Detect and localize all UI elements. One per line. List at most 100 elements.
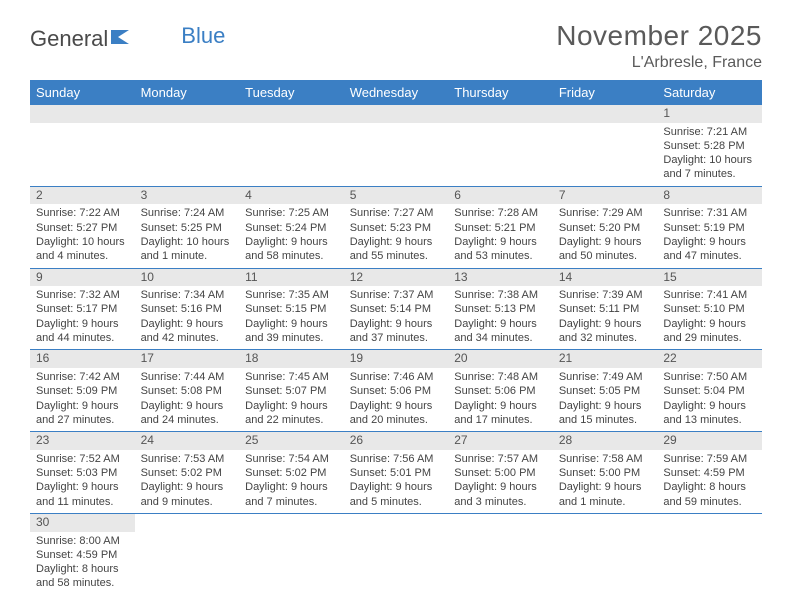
calendar-row: 16Sunrise: 7:42 AMSunset: 5:09 PMDayligh…: [30, 350, 762, 432]
day-cell: 15Sunrise: 7:41 AMSunset: 5:10 PMDayligh…: [657, 268, 762, 350]
day-line: Sunrise: 7:49 AM: [559, 370, 652, 384]
day-line: Sunset: 5:09 PM: [36, 384, 129, 398]
day-number: 16: [30, 350, 135, 368]
empty-cell: [344, 105, 449, 186]
weekday-header: Friday: [553, 80, 658, 105]
day-line: Sunrise: 7:50 AM: [663, 370, 756, 384]
day-number: 18: [239, 350, 344, 368]
day-line: Sunrise: 7:22 AM: [36, 206, 129, 220]
day-line: Sunrise: 7:57 AM: [454, 452, 547, 466]
day-number: 4: [239, 187, 344, 205]
day-cell: 8Sunrise: 7:31 AMSunset: 5:19 PMDaylight…: [657, 186, 762, 268]
day-cell: 25Sunrise: 7:54 AMSunset: 5:02 PMDayligh…: [239, 432, 344, 514]
day-details: Sunrise: 7:21 AMSunset: 5:28 PMDaylight:…: [657, 123, 762, 186]
day-details: Sunrise: 7:50 AMSunset: 5:04 PMDaylight:…: [657, 368, 762, 431]
day-details: Sunrise: 7:54 AMSunset: 5:02 PMDaylight:…: [239, 450, 344, 513]
day-line: Sunrise: 7:31 AM: [663, 206, 756, 220]
logo-text-1: General: [30, 26, 108, 52]
day-line: Sunrise: 7:58 AM: [559, 452, 652, 466]
day-details: Sunrise: 7:56 AMSunset: 5:01 PMDaylight:…: [344, 450, 449, 513]
day-line: Daylight: 9 hours and 47 minutes.: [663, 235, 756, 264]
day-details: Sunrise: 7:41 AMSunset: 5:10 PMDaylight:…: [657, 286, 762, 349]
day-line: Sunrise: 7:52 AM: [36, 452, 129, 466]
day-line: Sunset: 5:27 PM: [36, 221, 129, 235]
day-line: Sunset: 5:03 PM: [36, 466, 129, 480]
day-details: Sunrise: 7:37 AMSunset: 5:14 PMDaylight:…: [344, 286, 449, 349]
day-cell: 2Sunrise: 7:22 AMSunset: 5:27 PMDaylight…: [30, 186, 135, 268]
weekday-header: Thursday: [448, 80, 553, 105]
day-line: Daylight: 9 hours and 55 minutes.: [350, 235, 443, 264]
day-cell: 21Sunrise: 7:49 AMSunset: 5:05 PMDayligh…: [553, 350, 658, 432]
day-number: 8: [657, 187, 762, 205]
day-line: Daylight: 9 hours and 15 minutes.: [559, 399, 652, 428]
day-line: Sunset: 5:28 PM: [663, 139, 756, 153]
day-number: 30: [30, 514, 135, 532]
day-line: Daylight: 9 hours and 1 minute.: [559, 480, 652, 509]
day-number: 6: [448, 187, 553, 205]
day-details: Sunrise: 7:38 AMSunset: 5:13 PMDaylight:…: [448, 286, 553, 349]
empty-cell: [657, 513, 762, 594]
day-line: Sunrise: 7:37 AM: [350, 288, 443, 302]
day-number: 24: [135, 432, 240, 450]
day-line: Sunrise: 7:38 AM: [454, 288, 547, 302]
day-cell: 5Sunrise: 7:27 AMSunset: 5:23 PMDaylight…: [344, 186, 449, 268]
day-line: Daylight: 10 hours and 4 minutes.: [36, 235, 129, 264]
day-line: Daylight: 9 hours and 22 minutes.: [245, 399, 338, 428]
day-line: Daylight: 9 hours and 11 minutes.: [36, 480, 129, 509]
logo: General Blue: [30, 26, 225, 52]
day-line: Sunrise: 7:54 AM: [245, 452, 338, 466]
day-line: Sunset: 5:04 PM: [663, 384, 756, 398]
title-block: November 2025 L'Arbresle, France: [556, 20, 762, 72]
day-line: Daylight: 9 hours and 34 minutes.: [454, 317, 547, 346]
day-cell: 22Sunrise: 7:50 AMSunset: 5:04 PMDayligh…: [657, 350, 762, 432]
empty-cell: [239, 513, 344, 594]
day-line: Sunset: 5:15 PM: [245, 302, 338, 316]
day-number: 17: [135, 350, 240, 368]
day-number: 11: [239, 269, 344, 287]
calendar-row: 23Sunrise: 7:52 AMSunset: 5:03 PMDayligh…: [30, 432, 762, 514]
day-details: Sunrise: 7:46 AMSunset: 5:06 PMDaylight:…: [344, 368, 449, 431]
day-cell: 18Sunrise: 7:45 AMSunset: 5:07 PMDayligh…: [239, 350, 344, 432]
day-number: 19: [344, 350, 449, 368]
day-number: 28: [553, 432, 658, 450]
day-line: Sunrise: 7:34 AM: [141, 288, 234, 302]
day-line: Sunrise: 7:56 AM: [350, 452, 443, 466]
empty-cell: [344, 513, 449, 594]
day-number: 5: [344, 187, 449, 205]
day-line: Sunset: 4:59 PM: [36, 548, 129, 562]
day-line: Sunset: 5:19 PM: [663, 221, 756, 235]
day-line: Daylight: 9 hours and 17 minutes.: [454, 399, 547, 428]
day-details: Sunrise: 7:31 AMSunset: 5:19 PMDaylight:…: [657, 204, 762, 267]
day-line: Daylight: 9 hours and 50 minutes.: [559, 235, 652, 264]
day-number: 14: [553, 269, 658, 287]
day-details: Sunrise: 7:24 AMSunset: 5:25 PMDaylight:…: [135, 204, 240, 267]
day-details: Sunrise: 7:28 AMSunset: 5:21 PMDaylight:…: [448, 204, 553, 267]
day-line: Daylight: 9 hours and 37 minutes.: [350, 317, 443, 346]
day-number: 12: [344, 269, 449, 287]
day-number: 2: [30, 187, 135, 205]
day-line: Sunset: 5:14 PM: [350, 302, 443, 316]
day-cell: 11Sunrise: 7:35 AMSunset: 5:15 PMDayligh…: [239, 268, 344, 350]
day-line: Sunset: 5:08 PM: [141, 384, 234, 398]
empty-cell: [135, 513, 240, 594]
weekday-header: Tuesday: [239, 80, 344, 105]
empty-daynum: [448, 105, 553, 123]
day-cell: 19Sunrise: 7:46 AMSunset: 5:06 PMDayligh…: [344, 350, 449, 432]
day-number: 7: [553, 187, 658, 205]
empty-cell: [553, 105, 658, 186]
day-line: Sunset: 4:59 PM: [663, 466, 756, 480]
day-line: Sunset: 5:00 PM: [454, 466, 547, 480]
day-cell: 16Sunrise: 7:42 AMSunset: 5:09 PMDayligh…: [30, 350, 135, 432]
day-line: Sunrise: 7:53 AM: [141, 452, 234, 466]
day-line: Sunset: 5:17 PM: [36, 302, 129, 316]
day-line: Sunrise: 7:41 AM: [663, 288, 756, 302]
day-line: Sunrise: 7:27 AM: [350, 206, 443, 220]
day-line: Daylight: 9 hours and 24 minutes.: [141, 399, 234, 428]
day-line: Sunrise: 7:24 AM: [141, 206, 234, 220]
day-number: 25: [239, 432, 344, 450]
day-line: Sunset: 5:23 PM: [350, 221, 443, 235]
day-cell: 26Sunrise: 7:56 AMSunset: 5:01 PMDayligh…: [344, 432, 449, 514]
day-number: 23: [30, 432, 135, 450]
day-line: Daylight: 9 hours and 29 minutes.: [663, 317, 756, 346]
calendar-row: 9Sunrise: 7:32 AMSunset: 5:17 PMDaylight…: [30, 268, 762, 350]
